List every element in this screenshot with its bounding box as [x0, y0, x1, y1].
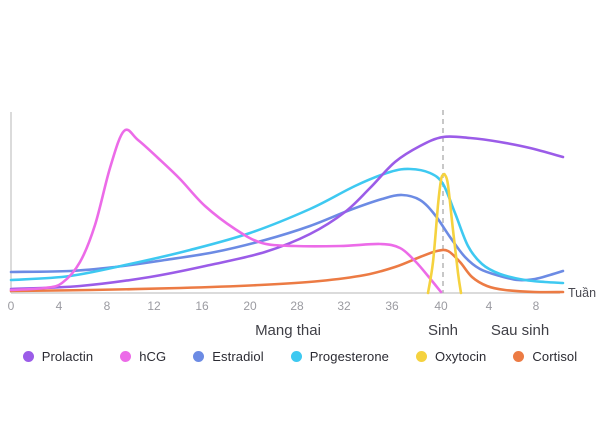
curve-cortisol: [9, 248, 565, 294]
x-tick-label-9: 40: [434, 299, 448, 313]
x-tick-label-10: 4: [486, 299, 493, 313]
x-tick-label-5: 20: [243, 299, 257, 313]
curve-oxytocin: [426, 172, 463, 295]
section-label-sinh: Sinh: [428, 322, 458, 339]
legend-label-estradiol: Estradiol: [212, 349, 264, 364]
legend-item-progesterone: Progesterone: [290, 349, 389, 364]
curve-prolactin: [9, 135, 565, 291]
x-tick-label-2: 8: [104, 299, 111, 313]
x-tick-label-8: 36: [385, 299, 399, 313]
section-label-mang-thai: Mang thai: [255, 322, 321, 339]
curve-progesterone: [9, 167, 565, 285]
legend-dot-prolactin: [22, 351, 34, 362]
chart-legend: Prolactin hCG Estradiol Progesterone Oxytoci…: [0, 349, 600, 364]
legend-label-prolactin: Prolactin: [41, 349, 94, 364]
section-label-sau-sinh: Sau sinh: [491, 322, 549, 339]
legend-item-estradiol: Estradiol: [193, 349, 264, 364]
x-tick-label-3: 12: [147, 299, 161, 313]
legend-label-progesterone: Progesterone: [309, 349, 389, 364]
curve-estradiol: [9, 193, 565, 282]
x-tick-label-6: 28: [290, 299, 304, 313]
legend-label-cortisol: Cortisol: [532, 349, 578, 364]
x-tick-label-7: 32: [337, 299, 351, 313]
x-tick-label-0: 0: [8, 299, 15, 313]
legend-dot-oxytocin: [416, 351, 427, 362]
legend-label-oxytocin: Oxytocin: [435, 349, 487, 364]
legend-label-hcg: hCG: [139, 349, 167, 364]
x-tick-label-1: 4: [56, 299, 63, 313]
legend-item-cortisol: Cortisol: [513, 349, 577, 364]
legend-item-prolactin: Prolactin: [22, 349, 94, 364]
legend-dot-progesterone: [290, 351, 302, 362]
legend-dot-cortisol: [513, 351, 525, 362]
legend-item-hcg: hCG: [120, 349, 166, 364]
x-tick-label-11: 8: [533, 299, 540, 313]
legend-dot-estradiol: [193, 351, 205, 362]
legend-dot-hcg: [120, 351, 132, 362]
x-axis-unit-label: Tuần: [568, 286, 596, 300]
x-tick-label-4: 16: [195, 299, 209, 313]
legend-item-oxytocin: Oxytocin: [416, 349, 486, 364]
curve-hcg: [9, 128, 443, 294]
